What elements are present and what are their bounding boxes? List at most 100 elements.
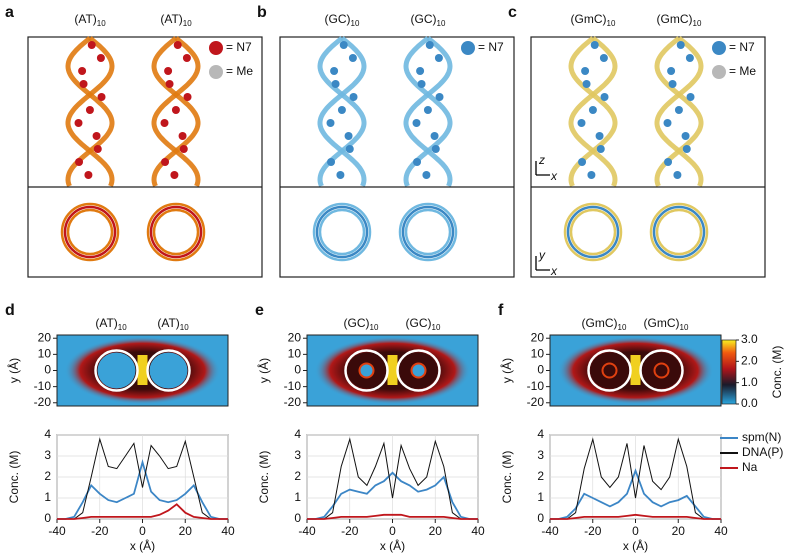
atom [337, 106, 346, 114]
atom [590, 41, 599, 49]
strand-label: (GC)10 [344, 316, 379, 332]
label-sub: 10 [183, 19, 192, 28]
y-tick-label: -10 [527, 379, 545, 393]
helix-ring [66, 208, 114, 256]
strand-label: (GC)10 [411, 12, 446, 28]
axis-letter: x [550, 264, 558, 278]
series-line [307, 513, 478, 520]
label-text: (AT) [157, 316, 179, 330]
atom [183, 93, 192, 101]
atom [673, 171, 682, 179]
heatmap-center [601, 362, 618, 379]
x-tick-label: 20 [179, 524, 193, 538]
panel-letter: f [498, 302, 504, 319]
panel-letter: c [508, 4, 517, 21]
helix-ring [652, 205, 706, 259]
atom [664, 158, 673, 166]
atom [577, 119, 586, 127]
y-tick-label: 10 [288, 347, 302, 361]
y-tick-label: 3 [537, 448, 544, 462]
helix-ring [315, 205, 369, 259]
label-text: (GC) [411, 12, 437, 26]
atom [413, 158, 422, 166]
y-tick-label: 20 [288, 330, 302, 344]
label-text: (GmC) [582, 316, 618, 330]
atom [412, 119, 421, 127]
series-line [57, 458, 228, 520]
legend-ball [209, 65, 223, 79]
y-tick-label: 10 [38, 347, 52, 361]
label-sub: 10 [118, 323, 127, 332]
y-tick-label: 1 [44, 490, 51, 504]
atom [331, 80, 340, 88]
dna-circle [146, 349, 191, 392]
x-tick-label: 0 [632, 524, 639, 538]
y-tick-label: 2 [537, 469, 544, 483]
heatmap-core [387, 355, 398, 385]
x-tick-label: 40 [714, 524, 728, 538]
atom [78, 67, 87, 75]
label-text: (AT) [160, 12, 182, 26]
y-tick-label: 0 [44, 511, 51, 525]
label-sub: 10 [693, 19, 702, 28]
y-axis-label: y (Å) [499, 358, 514, 383]
y-tick-label: -20 [284, 395, 302, 409]
helix-ring [404, 208, 452, 256]
atom [417, 80, 426, 88]
heatmap-core [630, 355, 641, 385]
helix-strand [403, 36, 453, 187]
axis-letter: x [550, 169, 558, 183]
label-sub: 10 [437, 19, 446, 28]
x-tick-label: 20 [429, 524, 443, 538]
series-line [550, 513, 721, 520]
helix-ring [655, 208, 703, 256]
legend-label: = N7 [478, 40, 504, 54]
helix-strand [65, 36, 115, 187]
label-sub: 10 [370, 323, 379, 332]
legend-label: DNA(P) [742, 445, 783, 459]
atom [178, 132, 187, 140]
y-axis-label: Conc. (M) [500, 451, 514, 504]
atom [435, 93, 444, 101]
y-axis-label: Conc. (M) [257, 451, 271, 504]
helix-ring [398, 202, 458, 262]
atom [581, 67, 590, 75]
y-tick-label: 20 [531, 330, 545, 344]
atom [582, 80, 591, 88]
atom [578, 158, 587, 166]
heatmap-center [653, 362, 670, 379]
colorbar-tick-label: 3.0 [741, 332, 758, 346]
series-line [307, 471, 478, 520]
atom [179, 145, 188, 153]
dna-circle [639, 349, 684, 392]
x-tick-label: 0 [389, 524, 396, 538]
atom [682, 145, 691, 153]
label-sub: 10 [351, 19, 360, 28]
panel-letter: a [5, 4, 14, 21]
atom [422, 171, 431, 179]
x-axis-label: x (Å) [380, 538, 405, 553]
panel-letter: e [255, 302, 264, 319]
atom [600, 93, 609, 101]
y-tick-label: -10 [34, 379, 52, 393]
atom [587, 171, 596, 179]
colorbar-tick-label: 2.0 [741, 354, 758, 368]
atom [330, 67, 339, 75]
axis-arrows [535, 161, 550, 176]
atom [79, 80, 88, 88]
label-sub: 10 [680, 323, 689, 332]
label-text: (GC) [344, 316, 370, 330]
y-tick-label: 0 [294, 511, 301, 525]
dna-circle [94, 349, 139, 392]
x-tick-label: 0 [139, 524, 146, 538]
atom [344, 132, 353, 140]
heatmap-core [137, 355, 148, 385]
atom [667, 67, 676, 75]
x-tick-label: 20 [672, 524, 686, 538]
helix-strand [568, 36, 618, 187]
strand-label: (GC)10 [406, 316, 441, 332]
helix-ring [563, 202, 623, 262]
atom [588, 106, 597, 114]
y-tick-label: -20 [34, 395, 52, 409]
